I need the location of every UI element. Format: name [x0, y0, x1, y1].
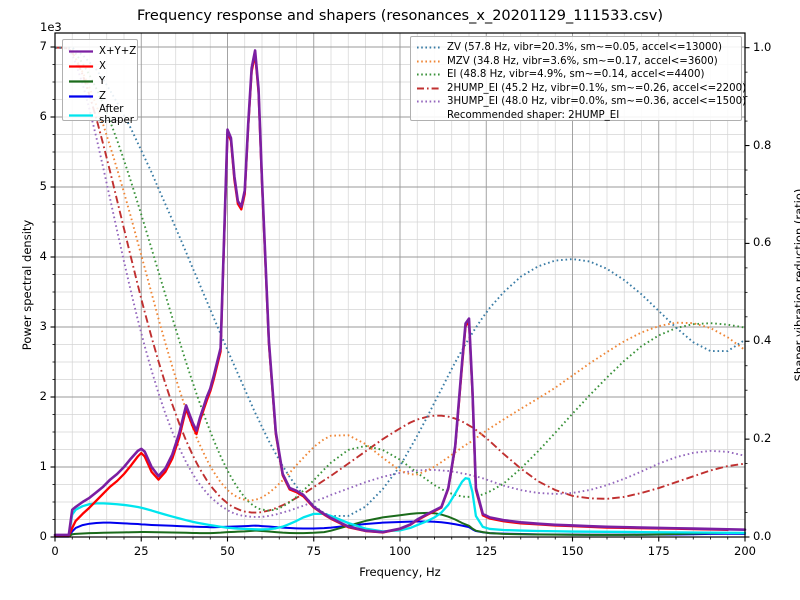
legend-line-swatch-2hump_ei: [416, 83, 442, 94]
legend-blank-swatch: [416, 110, 442, 121]
y-right-tick-0.2: 0.2: [753, 431, 772, 446]
legend-signal-item[interactable]: Z: [68, 89, 132, 104]
data-series-group: [53, 46, 747, 538]
x-tick-25: 25: [133, 544, 149, 558]
x-tick-150: 150: [561, 544, 584, 558]
legend-shapers: ZV (57.8 Hz, vibr=20.3%, sm~=0.05, accel…: [410, 36, 746, 123]
legend-signal-label: Y: [99, 76, 106, 87]
legend-signal-item[interactable]: After shaper: [68, 104, 134, 126]
legend-line-swatch-3hump_ei: [416, 96, 442, 107]
recommended-shaper-note: Recommended shaper: 2HUMP_EI: [416, 109, 736, 123]
legend-signal-label: X: [99, 61, 106, 72]
series-after-shaper: [53, 477, 747, 538]
legend-line-swatch-ei: [416, 69, 442, 80]
legend-line-swatch-x: [68, 61, 94, 72]
x-tick-200: 200: [734, 544, 756, 558]
legend-line-swatch-y: [68, 76, 94, 87]
legend-shaper-label: ZV (57.8 Hz, vibr=20.3%, sm~=0.05, accel…: [447, 42, 722, 54]
x-tick-100: 100: [389, 544, 411, 558]
legend-shaper-item[interactable]: 2HUMP_EI (45.2 Hz, vibr=0.1%, sm~=0.26, …: [416, 82, 746, 96]
legend-signal-label: After shaper: [99, 104, 134, 126]
legend-shaper-label: 2HUMP_EI (45.2 Hz, vibr=0.1%, sm~=0.26, …: [447, 82, 747, 94]
chart-title: Frequency response and shapers (resonanc…: [137, 8, 663, 24]
legend-signal-item[interactable]: X: [68, 59, 132, 74]
x-tick-75: 75: [306, 544, 322, 558]
y-right-tick-0.8: 0.8: [753, 137, 772, 152]
y-right-tick-0.0: 0.0: [753, 529, 772, 543]
x-tick-50: 50: [220, 544, 235, 558]
series-zv: [55, 46, 746, 517]
y-left-tick-7: 7: [39, 39, 47, 53]
legend-signal-label: Z: [99, 91, 106, 102]
series-y: [54, 511, 746, 538]
y-right-tick-0.6: 0.6: [753, 235, 772, 250]
y-left-tick-1: 1: [39, 459, 47, 473]
legend-shaper-item[interactable]: ZV (57.8 Hz, vibr=20.3%, sm~=0.05, accel…: [416, 41, 736, 55]
legend-signal-item[interactable]: Y: [68, 74, 132, 89]
legend-shaper-label: EI (48.8 Hz, vibr=4.9%, sm~=0.14, accel<…: [447, 69, 705, 81]
y-left-tick-5: 5: [39, 179, 47, 193]
y-axis-offset-text: 1e3: [40, 20, 62, 34]
recommended-shaper-text: Recommended shaper: 2HUMP_EI: [447, 109, 620, 121]
y-right-tick-0.4: 0.4: [753, 333, 772, 348]
series-x-y-z: [53, 49, 747, 537]
series-ei: [55, 46, 746, 512]
y-axis-left-label: Power spectral density: [20, 219, 34, 351]
legend-shaper-label: MZV (34.8 Hz, vibr=3.6%, sm~=0.17, accel…: [447, 55, 718, 67]
legend-line-swatch-zv: [416, 42, 442, 53]
series-3hump-ei: [55, 46, 746, 518]
legend-line-swatch-z: [68, 91, 94, 102]
legend-shaper-item[interactable]: 3HUMP_EI (48.0 Hz, vibr=0.0%, sm~=0.36, …: [416, 95, 746, 109]
legend-shaper-label: 3HUMP_EI (48.0 Hz, vibr=0.0%, sm~=0.36, …: [447, 96, 747, 108]
x-tick-175: 175: [647, 544, 670, 558]
legend-shaper-item[interactable]: EI (48.8 Hz, vibr=4.9%, sm~=0.14, accel<…: [416, 68, 736, 82]
legend-line-swatch-x-y-z: [68, 46, 94, 57]
legend-signal-item[interactable]: X+Y+Z: [68, 44, 136, 59]
x-axis-label: Frequency, Hz: [359, 565, 441, 579]
legend-line-swatch-after-shaper: [68, 110, 94, 121]
y-left-tick-0: 0: [39, 529, 47, 543]
x-tick-0: 0: [51, 544, 59, 558]
legend-line-swatch-mzv: [416, 56, 442, 67]
series-2hump-ei: [55, 46, 746, 514]
series-x: [53, 52, 729, 537]
y-left-tick-6: 6: [39, 109, 47, 123]
series-mzv: [55, 46, 746, 502]
y-axis-right-label: Shaper vibration reduction (ratio): [792, 188, 800, 382]
x-tick-125: 125: [475, 544, 498, 558]
legend-signals: X+Y+Z X Y Z After shaper: [62, 39, 138, 126]
y-left-tick-4: 4: [39, 249, 47, 263]
legend-shaper-item[interactable]: MZV (34.8 Hz, vibr=3.6%, sm~=0.17, accel…: [416, 55, 736, 69]
y-left-tick-2: 2: [39, 389, 47, 403]
axes-frame: [50, 32, 750, 542]
legend-signal-label: X+Y+Z: [99, 46, 137, 57]
y-right-tick-1.0: 1.0: [753, 39, 772, 54]
y-left-tick-3: 3: [39, 319, 47, 333]
